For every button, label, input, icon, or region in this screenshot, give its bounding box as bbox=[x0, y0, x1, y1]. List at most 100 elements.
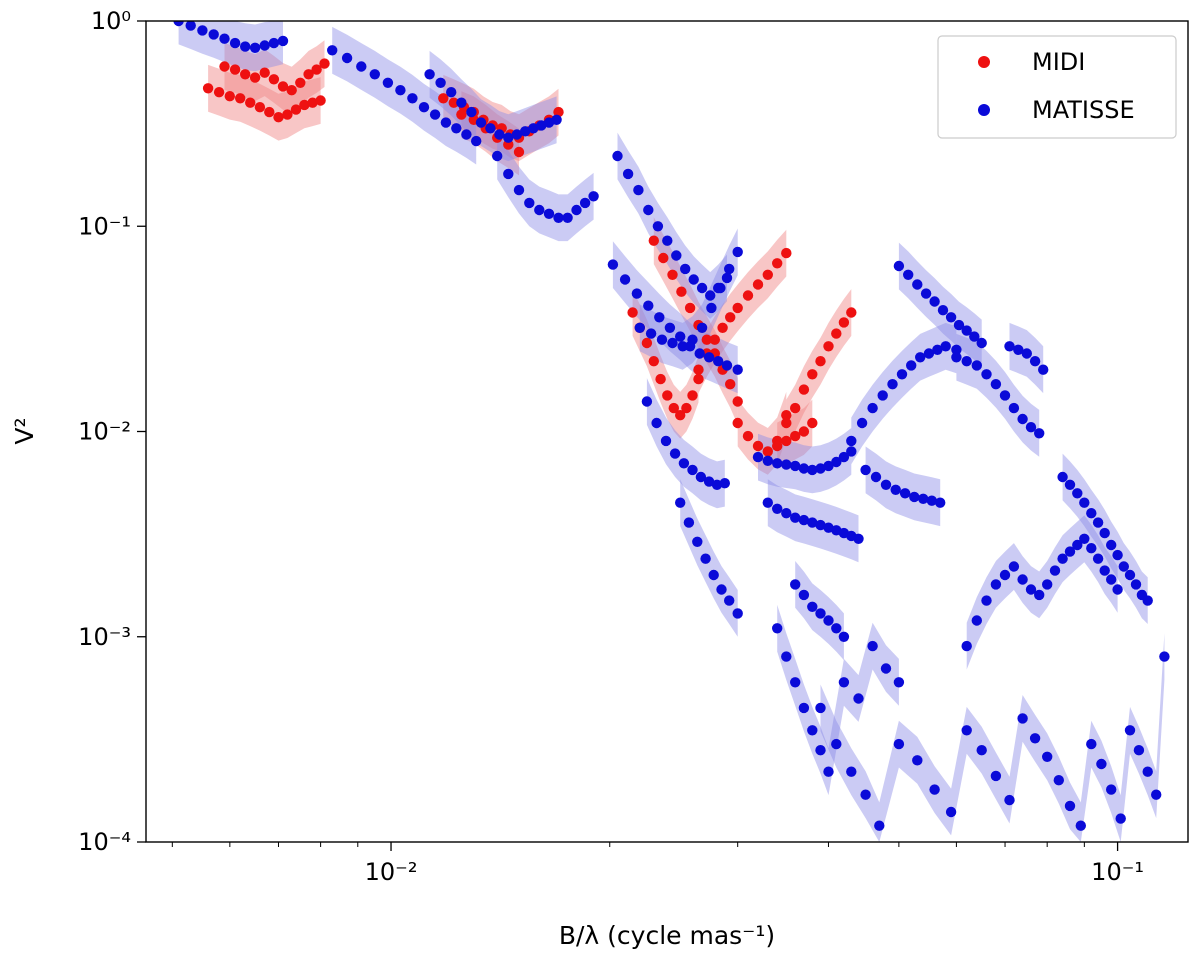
matisse-point bbox=[867, 640, 878, 652]
matisse-point bbox=[543, 208, 555, 219]
matisse-point bbox=[860, 789, 871, 800]
y-tick-label: 10⁻⁴ bbox=[78, 828, 131, 856]
matisse-point bbox=[937, 305, 949, 316]
matisse-point bbox=[664, 322, 676, 333]
matisse-point bbox=[1053, 775, 1065, 786]
matisse-point bbox=[680, 263, 691, 275]
matisse-point bbox=[823, 522, 834, 533]
matisse-point bbox=[724, 595, 735, 606]
matisse-point bbox=[932, 344, 943, 355]
matisse-point bbox=[369, 69, 380, 80]
matisse-point bbox=[880, 479, 892, 490]
midi-point bbox=[641, 337, 653, 349]
matisse-point bbox=[846, 446, 857, 457]
matisse-point bbox=[1072, 488, 1083, 499]
matisse-point bbox=[990, 579, 1002, 590]
matisse-point bbox=[694, 348, 705, 359]
matisse-point bbox=[208, 29, 219, 40]
matisse-point bbox=[781, 459, 792, 470]
matisse-point bbox=[634, 322, 645, 333]
matisse-point bbox=[1021, 348, 1032, 359]
matisse-point bbox=[752, 451, 764, 463]
matisse-point bbox=[692, 536, 703, 547]
matisse-point bbox=[923, 348, 935, 359]
midi-error-band-8 bbox=[786, 289, 852, 447]
midi-point bbox=[815, 356, 826, 367]
matisse-point bbox=[588, 191, 599, 202]
midi-point bbox=[675, 410, 686, 421]
midi-point bbox=[798, 384, 810, 395]
matisse-point bbox=[440, 117, 452, 128]
matisse-error-band-17 bbox=[1062, 453, 1148, 624]
matisse-point bbox=[732, 608, 743, 619]
matisse-point bbox=[1106, 574, 1117, 585]
matisse-point bbox=[976, 337, 987, 349]
midi-point bbox=[235, 93, 246, 104]
midi-point bbox=[513, 146, 525, 158]
matisse-point bbox=[838, 451, 850, 463]
matisse-point bbox=[277, 35, 289, 47]
matisse-point bbox=[641, 396, 653, 407]
matisse-point bbox=[1142, 595, 1153, 606]
midi-point bbox=[684, 302, 696, 314]
matisse-point bbox=[703, 476, 715, 487]
midi-point bbox=[229, 64, 241, 75]
midi-error-band-6 bbox=[698, 229, 787, 394]
midi-error-band-2 bbox=[443, 74, 559, 162]
midi-point bbox=[725, 312, 736, 323]
midi-point bbox=[752, 279, 764, 290]
matisse-point bbox=[798, 514, 810, 526]
midi-point bbox=[655, 373, 666, 385]
midi-point bbox=[772, 440, 783, 452]
legend-label-midi: MIDI bbox=[1032, 48, 1085, 76]
midi-point bbox=[456, 109, 467, 120]
legend-box bbox=[937, 35, 1177, 139]
matisse-point bbox=[999, 390, 1011, 401]
matisse-point bbox=[831, 623, 842, 634]
y-tick-label: 10⁻¹ bbox=[78, 212, 131, 240]
matisse-point bbox=[912, 279, 923, 290]
matisse-point bbox=[856, 417, 868, 429]
matisse-point bbox=[1151, 789, 1162, 800]
matisse-point bbox=[929, 296, 940, 307]
matisse-point bbox=[815, 608, 826, 619]
matisse-point bbox=[571, 204, 582, 216]
matisse-point bbox=[1096, 758, 1107, 770]
midi-point bbox=[295, 77, 306, 89]
matisse-point bbox=[688, 274, 699, 285]
matisse-point bbox=[485, 123, 496, 134]
matisse-point bbox=[762, 455, 773, 466]
legend-label-matisse: MATISSE bbox=[1032, 96, 1135, 124]
matisse-point bbox=[534, 204, 545, 216]
matisse-point bbox=[781, 508, 792, 519]
matisse-point bbox=[807, 517, 818, 528]
matisse-point bbox=[669, 448, 681, 459]
matisse-point bbox=[678, 458, 690, 469]
matisse-point bbox=[341, 52, 353, 64]
matisse-point bbox=[1124, 725, 1136, 736]
matisse-point bbox=[823, 766, 834, 777]
matisse-point bbox=[1029, 356, 1041, 367]
midi-point bbox=[701, 334, 712, 345]
matisse-point bbox=[790, 579, 801, 590]
matisse-point bbox=[732, 364, 743, 375]
matisse-point bbox=[1106, 539, 1117, 551]
matisse-point bbox=[1115, 813, 1126, 824]
matisse-point bbox=[424, 69, 435, 80]
matisse-point bbox=[219, 33, 230, 44]
matisse-point bbox=[893, 260, 905, 272]
matisse-point bbox=[798, 589, 810, 601]
legend: MIDI MATISSE bbox=[937, 35, 1177, 139]
matisse-error-band-13 bbox=[865, 446, 941, 527]
midi-point bbox=[667, 269, 678, 280]
axes: 10⁻² 10⁻¹ 10⁻⁴ 10⁻³ 10⁻² 10⁻¹ 10⁰ bbox=[78, 7, 1144, 886]
matisse-point bbox=[1042, 751, 1053, 762]
matisse-point bbox=[981, 369, 992, 380]
matisse-point bbox=[524, 197, 535, 209]
matisse-point bbox=[1124, 569, 1136, 581]
matisse-point bbox=[790, 460, 801, 472]
matisse-point bbox=[356, 61, 367, 72]
matisse-point bbox=[1038, 364, 1049, 375]
matisse-point bbox=[703, 352, 715, 363]
